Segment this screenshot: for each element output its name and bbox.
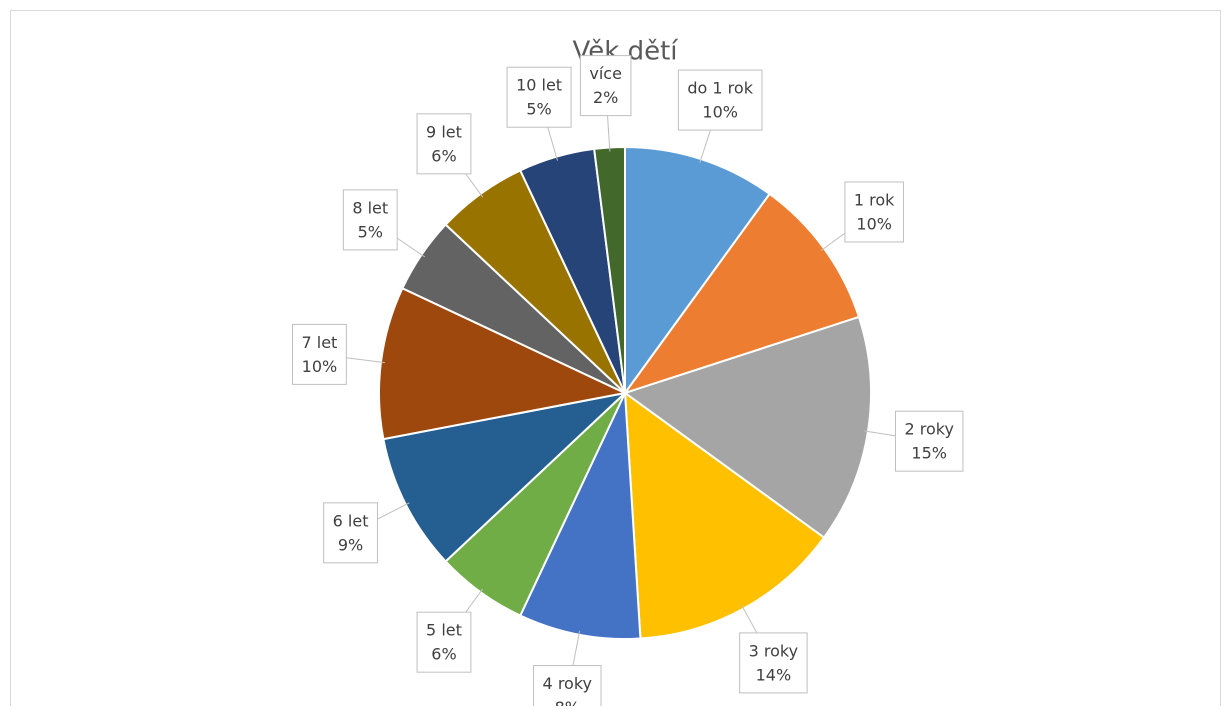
value-label: 15% [911,444,947,463]
category-label: do 1 rok [687,79,753,98]
category-label: 1 rok [854,190,895,209]
label-box [416,611,472,673]
category-label: 7 let [302,333,338,352]
value-label: 5% [358,222,383,241]
value-label: 2% [593,88,618,107]
category-label: 10 let [516,76,562,95]
value-label: 14% [756,665,792,684]
category-label: 4 roky [543,674,592,693]
category-label: 9 let [426,122,462,141]
leader-line [341,356,385,364]
label-box [894,410,964,472]
label-box [416,113,472,175]
value-label: 5% [526,100,551,119]
value-label: 6% [431,645,456,664]
value-label: 8% [555,698,580,706]
label-box [342,189,398,251]
value-label: 10% [302,357,338,376]
category-label: 5 let [426,621,462,640]
category-label: 2 roky [904,420,953,439]
label-box [677,69,763,131]
label-box [739,632,808,694]
category-label: 3 roky [749,641,798,660]
label-box [844,181,904,243]
value-label: 10% [702,103,738,122]
value-label: 10% [856,214,892,233]
label-box [323,502,378,564]
value-label: 9% [338,535,363,554]
category-label: 6 let [333,511,369,530]
label-box [506,66,572,128]
label-box [579,55,632,117]
label-box [533,665,602,710]
category-label: více [589,64,622,83]
value-label: 6% [431,146,456,165]
category-label: 8 let [352,198,388,217]
label-box [292,323,347,385]
